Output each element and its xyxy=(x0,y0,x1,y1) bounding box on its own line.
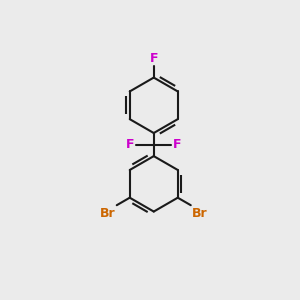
Text: F: F xyxy=(126,138,135,151)
Text: Br: Br xyxy=(100,207,116,220)
Text: Br: Br xyxy=(192,207,208,220)
Text: F: F xyxy=(173,138,182,151)
Text: F: F xyxy=(149,52,158,64)
